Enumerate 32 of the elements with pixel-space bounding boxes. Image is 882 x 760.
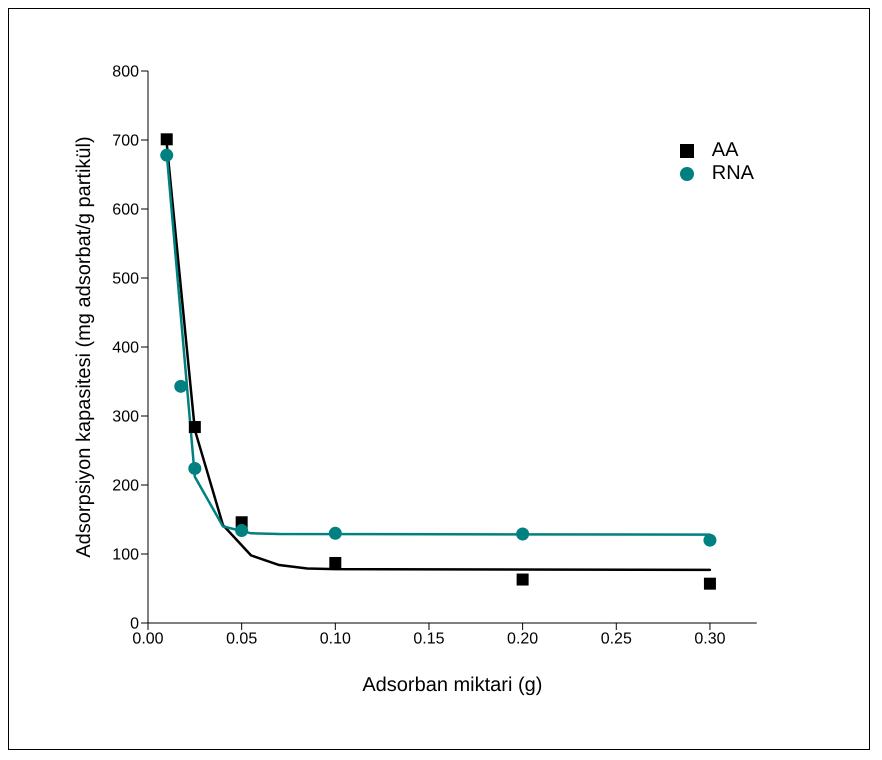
y-tick-label: 500 <box>112 270 140 288</box>
point <box>329 556 342 569</box>
y-tick-label: 0 <box>130 616 140 633</box>
point <box>328 526 342 540</box>
y-axis-title: Adsorpsiyon kapasitesi (mg adsorbat/g partikül) <box>73 136 96 558</box>
y-tick-label: 400 <box>112 340 140 357</box>
x-tick-label: 0.20 <box>507 630 538 648</box>
y-tick-label: 800 <box>112 64 140 81</box>
point <box>174 380 188 393</box>
point <box>160 133 173 146</box>
y-tick-label: 600 <box>112 202 140 219</box>
y-tick-label: 700 <box>112 132 140 150</box>
point <box>188 462 202 475</box>
point <box>188 421 201 434</box>
legend-label: AA <box>712 139 738 161</box>
y-tick-label: 100 <box>112 546 140 564</box>
point <box>516 527 530 540</box>
x-tick-label: 0.25 <box>600 630 632 648</box>
point <box>703 534 716 547</box>
y-tick-label: 300 <box>112 408 140 426</box>
x-axis-title: Adsorban miktari (g) <box>362 674 542 696</box>
point <box>704 578 716 590</box>
x-tick-label: 0.05 <box>226 630 258 648</box>
x-tick-label: 0.15 <box>413 630 445 648</box>
x-tick-label: 0.10 <box>320 630 351 648</box>
point <box>235 524 248 538</box>
legend-label: RNA <box>712 162 754 184</box>
x-tick-label: 0.00 <box>132 630 164 648</box>
point <box>160 148 174 162</box>
point <box>516 574 529 586</box>
y-tick-label: 200 <box>112 478 140 495</box>
x-tick-label: 0.30 <box>694 630 726 648</box>
